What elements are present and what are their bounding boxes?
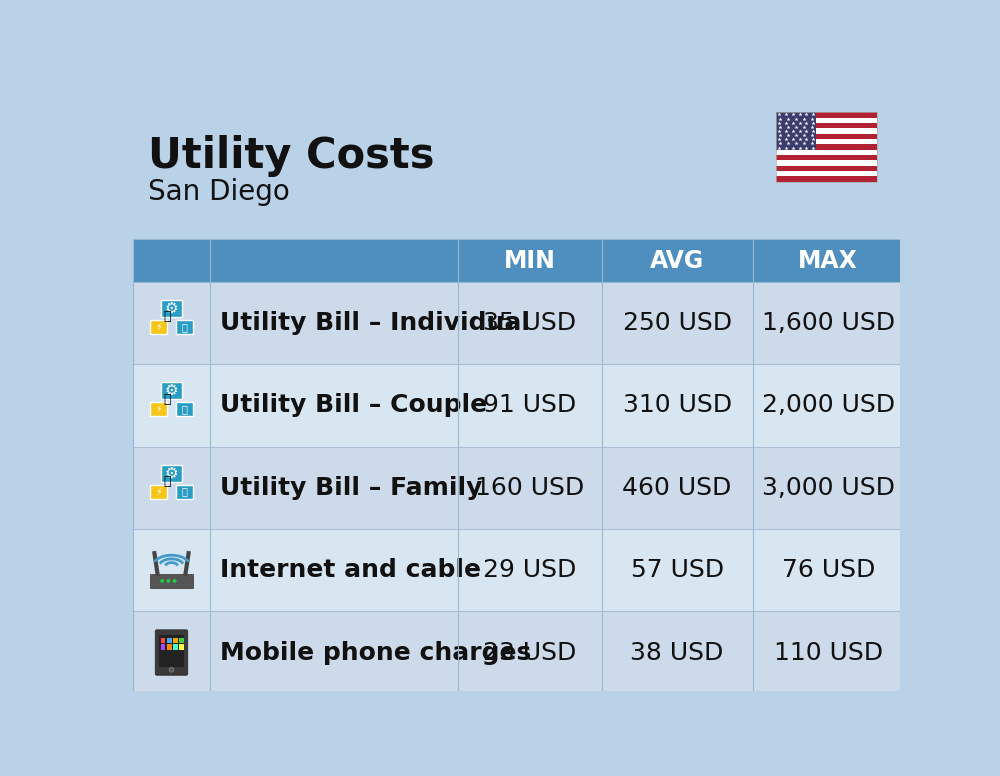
Bar: [776, 113, 816, 150]
Text: 38 USD: 38 USD: [631, 640, 724, 664]
Text: ⚡: ⚡: [155, 487, 162, 497]
Text: 1,600 USD: 1,600 USD: [762, 311, 895, 335]
Circle shape: [166, 579, 170, 583]
Text: ⚙: ⚙: [165, 466, 178, 480]
Bar: [776, 171, 877, 176]
Bar: [150, 320, 167, 334]
Text: Internet and cable: Internet and cable: [220, 558, 481, 582]
Bar: [776, 150, 877, 155]
Text: MIN: MIN: [504, 248, 556, 272]
Bar: [776, 113, 877, 182]
Bar: [133, 446, 904, 529]
Bar: [167, 644, 172, 650]
Bar: [179, 644, 184, 650]
Bar: [161, 638, 165, 643]
Bar: [176, 320, 193, 334]
Text: Utility Bill – Individual: Utility Bill – Individual: [220, 311, 530, 335]
Bar: [776, 155, 877, 161]
Text: Utility Bill – Couple: Utility Bill – Couple: [220, 393, 487, 417]
Bar: [159, 636, 184, 667]
Circle shape: [173, 579, 177, 583]
Text: 👤: 👤: [163, 393, 171, 406]
Bar: [150, 485, 167, 498]
Bar: [776, 139, 877, 144]
Bar: [776, 161, 877, 166]
Text: 🚿: 🚿: [182, 487, 188, 497]
Bar: [776, 133, 877, 139]
Bar: [776, 176, 877, 182]
Circle shape: [160, 579, 164, 583]
Text: AVG: AVG: [650, 248, 704, 272]
Text: ⚙: ⚙: [165, 301, 178, 316]
Text: 160 USD: 160 USD: [475, 476, 585, 500]
Bar: [161, 465, 182, 482]
Bar: [776, 118, 877, 123]
Bar: [776, 144, 877, 150]
Text: ⚙: ⚙: [165, 383, 178, 398]
Text: Utility Bill – Family: Utility Bill – Family: [220, 476, 482, 500]
Bar: [133, 364, 904, 446]
Text: 91 USD: 91 USD: [483, 393, 577, 417]
Text: 76 USD: 76 USD: [782, 558, 875, 582]
Text: 3,000 USD: 3,000 USD: [762, 476, 895, 500]
Bar: [176, 402, 193, 416]
Text: 29 USD: 29 USD: [483, 558, 577, 582]
Bar: [776, 128, 877, 133]
Text: Mobile phone charges: Mobile phone charges: [220, 640, 531, 664]
Text: 🚿: 🚿: [182, 404, 188, 414]
Text: 2,000 USD: 2,000 USD: [762, 393, 895, 417]
Text: 👤: 👤: [163, 310, 171, 324]
Text: 460 USD: 460 USD: [622, 476, 732, 500]
Text: San Diego: San Diego: [148, 178, 290, 206]
Bar: [173, 644, 178, 650]
Text: ⚡: ⚡: [155, 322, 162, 332]
Bar: [173, 638, 178, 643]
Bar: [776, 166, 877, 171]
Bar: [179, 638, 184, 643]
Bar: [176, 485, 193, 498]
Text: 35 USD: 35 USD: [483, 311, 576, 335]
Bar: [776, 123, 877, 128]
Bar: [776, 113, 877, 182]
Bar: [161, 644, 165, 650]
Bar: [133, 611, 904, 694]
Bar: [161, 383, 182, 399]
Text: 110 USD: 110 USD: [774, 640, 883, 664]
Text: 👤: 👤: [163, 475, 171, 488]
Text: 310 USD: 310 USD: [623, 393, 732, 417]
Circle shape: [169, 667, 174, 672]
Bar: [133, 529, 904, 611]
Bar: [150, 574, 193, 588]
Text: 23 USD: 23 USD: [483, 640, 577, 664]
Text: 🚿: 🚿: [182, 322, 188, 332]
Bar: [133, 240, 904, 282]
Text: MAX: MAX: [798, 248, 858, 272]
Bar: [776, 113, 877, 118]
Bar: [161, 300, 182, 317]
FancyBboxPatch shape: [155, 630, 188, 675]
Bar: [150, 402, 167, 416]
Text: Utility Costs: Utility Costs: [148, 136, 435, 178]
Text: ⚡: ⚡: [155, 404, 162, 414]
Bar: [167, 638, 172, 643]
Bar: [133, 282, 904, 364]
Text: 57 USD: 57 USD: [631, 558, 724, 582]
Text: 250 USD: 250 USD: [623, 311, 732, 335]
